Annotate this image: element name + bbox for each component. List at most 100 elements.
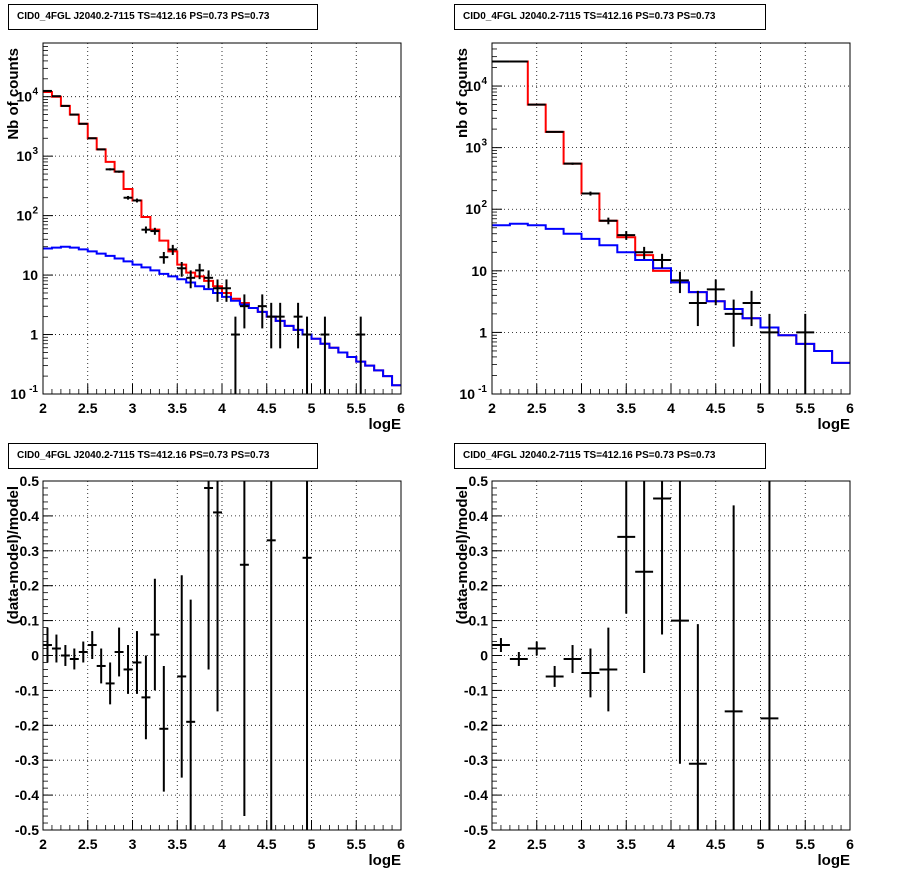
data-point bbox=[257, 294, 267, 329]
x-tick-label: 2 bbox=[39, 400, 47, 416]
data-point bbox=[114, 627, 124, 677]
data-point bbox=[742, 290, 761, 327]
plot-title-bottom-right: CID0_4FGL J2040.2-7115 TS=412.16 PS=0.73… bbox=[454, 443, 766, 469]
data-point bbox=[320, 316, 330, 394]
data-point bbox=[760, 313, 779, 394]
x-axis-title: logE bbox=[818, 416, 851, 433]
data-point bbox=[177, 261, 187, 277]
y-tick-label: 1 bbox=[479, 324, 487, 340]
y-axis-title: nb of counts bbox=[454, 48, 471, 138]
data-point bbox=[509, 652, 528, 666]
plot-title-bottom-left: CID0_4FGL J2040.2-7115 TS=412.16 PS=0.73… bbox=[8, 443, 318, 469]
x-tick-label: 4 bbox=[218, 400, 226, 416]
data-point bbox=[123, 195, 133, 200]
data-point bbox=[141, 655, 151, 740]
plot-frame bbox=[42, 480, 402, 831]
data-point bbox=[688, 624, 707, 830]
y-tick-label: 0.1 bbox=[469, 613, 489, 629]
y-tick-label: 10 bbox=[22, 267, 38, 283]
x-tick-label: 3.5 bbox=[617, 836, 637, 852]
x-tick-label: 4.5 bbox=[706, 836, 726, 852]
plot-frame bbox=[491, 480, 851, 831]
y-tick-label: -0.1 bbox=[464, 682, 488, 698]
x-tick-label: 5.5 bbox=[347, 836, 367, 852]
x-tick-label: 3.5 bbox=[617, 400, 637, 416]
data-point bbox=[563, 645, 582, 673]
y-tick-label: -0.2 bbox=[464, 717, 488, 733]
x-tick-label: 4.5 bbox=[706, 400, 726, 416]
x-tick-label: 2 bbox=[488, 836, 496, 852]
data-point bbox=[545, 130, 564, 133]
data-point bbox=[69, 113, 79, 116]
y-tick-label: 0 bbox=[480, 648, 488, 664]
y-tick-exponent: 3 bbox=[32, 146, 38, 157]
x-tick-label: 5 bbox=[757, 400, 765, 416]
y-tick-label: 0.4 bbox=[20, 508, 40, 524]
x-tick-label: 3 bbox=[578, 400, 586, 416]
x-tick-label: 5.5 bbox=[796, 836, 816, 852]
y-tick-label: 0.3 bbox=[20, 543, 40, 559]
data-point bbox=[78, 122, 88, 125]
data-point bbox=[96, 648, 106, 684]
x-tick-label: 5 bbox=[757, 836, 765, 852]
data-point bbox=[545, 665, 564, 687]
data-point bbox=[105, 662, 115, 705]
y-tick-exponent: 4 bbox=[481, 76, 487, 87]
data-point bbox=[60, 645, 70, 666]
x-axis-title: logE bbox=[369, 852, 402, 869]
y-tick-exponent: 4 bbox=[32, 87, 38, 98]
data-point bbox=[186, 599, 196, 830]
y-tick-exponent: -1 bbox=[478, 384, 487, 395]
data-point bbox=[114, 170, 124, 173]
data-point bbox=[159, 665, 169, 792]
y-tick-label: 10 bbox=[465, 201, 481, 217]
data-point bbox=[724, 299, 743, 347]
y-tick-label: 10 bbox=[16, 148, 32, 164]
y-tick-label: 0.5 bbox=[20, 473, 40, 489]
data-point bbox=[671, 271, 689, 294]
data-point bbox=[204, 481, 214, 670]
data-point bbox=[724, 505, 743, 830]
y-axis-title: (data-model)/model bbox=[5, 486, 22, 624]
plot-frame bbox=[42, 42, 402, 395]
x-tick-label: 2 bbox=[488, 400, 496, 416]
x-tick-label: 2.5 bbox=[78, 836, 98, 852]
y-tick-label: -0.4 bbox=[15, 787, 39, 803]
data-point bbox=[87, 631, 97, 659]
plot-area bbox=[492, 481, 850, 830]
x-tick-label: 6 bbox=[397, 836, 405, 852]
plot-panel-3: 2 2.5 3 3.5 4 4.5 5 5.5 6 -0.5 -0.4 -0.3 -0.2 -0.1 0 0.… bbox=[454, 473, 854, 869]
data-point bbox=[599, 627, 618, 712]
y-tick-label: -0.3 bbox=[464, 752, 488, 768]
x-tick-label: 3.5 bbox=[168, 400, 188, 416]
data-point bbox=[635, 246, 654, 260]
data-point bbox=[195, 263, 205, 280]
y-tick-label: 10 bbox=[16, 208, 32, 224]
series-source-model-line bbox=[43, 245, 401, 387]
data-point bbox=[356, 316, 366, 394]
y-tick-exponent: -1 bbox=[29, 384, 38, 395]
data-point bbox=[653, 253, 671, 268]
y-tick-label: 0.3 bbox=[469, 543, 489, 559]
data-point bbox=[105, 168, 115, 171]
x-tick-label: 5 bbox=[308, 400, 316, 416]
x-tick-label: 4 bbox=[667, 400, 675, 416]
x-tick-label: 3 bbox=[129, 400, 137, 416]
data-point bbox=[213, 481, 222, 712]
x-tick-label: 4 bbox=[667, 836, 675, 852]
y-tick-label: 0.4 bbox=[469, 508, 489, 524]
y-tick-label: 0.1 bbox=[20, 613, 40, 629]
x-tick-label: 5.5 bbox=[796, 400, 816, 416]
data-point bbox=[706, 279, 725, 306]
data-point bbox=[51, 95, 61, 98]
x-tick-label: 4 bbox=[218, 836, 226, 852]
data-point bbox=[132, 198, 142, 203]
x-tick-label: 6 bbox=[846, 400, 854, 416]
data-point bbox=[266, 481, 276, 830]
x-tick-label: 3 bbox=[578, 836, 586, 852]
data-point bbox=[302, 316, 312, 394]
y-tick-label: -0.1 bbox=[15, 682, 39, 698]
y-tick-label: -0.2 bbox=[15, 717, 39, 733]
y-tick-label: -0.5 bbox=[15, 822, 39, 838]
